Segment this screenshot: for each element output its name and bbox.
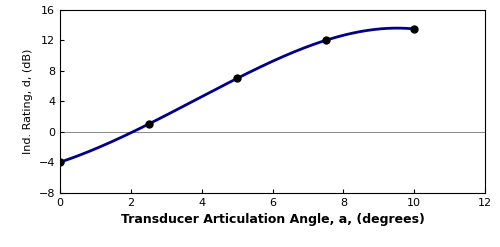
Y-axis label: Ind. Rating, d, (dB): Ind. Rating, d, (dB) <box>23 49 33 154</box>
X-axis label: Transducer Articulation Angle, a, (degrees): Transducer Articulation Angle, a, (degre… <box>120 213 424 226</box>
